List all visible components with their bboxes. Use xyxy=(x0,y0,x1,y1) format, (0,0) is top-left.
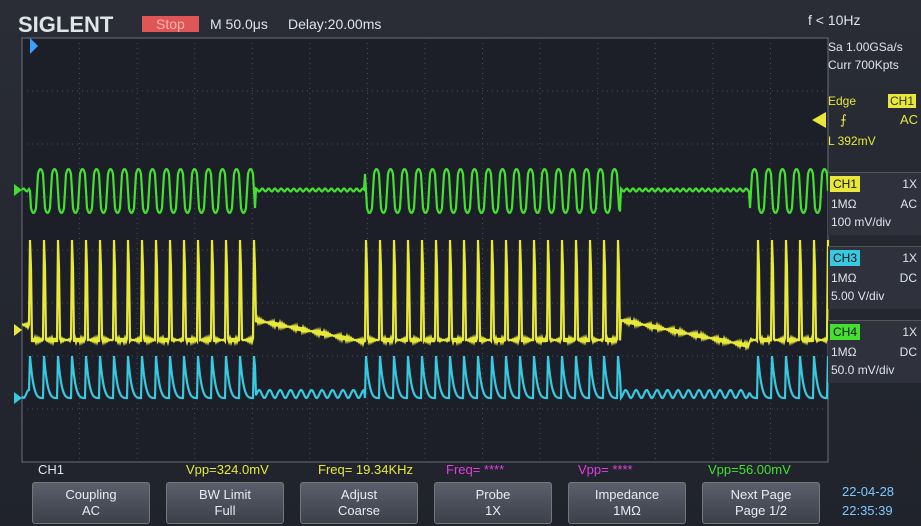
trigger-level-marker xyxy=(812,112,826,128)
impedance: 1MΩ xyxy=(831,271,857,285)
ch-cyan-trace xyxy=(21,355,830,402)
trigger-slope: ⨍ xyxy=(840,112,847,127)
probe: 1X xyxy=(902,177,917,191)
softkey-value: 1X xyxy=(485,503,501,518)
trigger-level: L 392mV xyxy=(828,134,876,148)
grid xyxy=(22,38,828,462)
channel-offset-marker xyxy=(14,392,22,404)
softkey[interactable]: Next Page Page 1/2 xyxy=(702,482,820,524)
trigger-source: CH1 xyxy=(888,94,917,108)
channel-offset-marker xyxy=(14,184,22,196)
channel-box[interactable]: CH1 1X 1MΩ AC 100 mV/div xyxy=(828,172,921,235)
softkey[interactable]: Coupling AC xyxy=(32,482,150,524)
softkey[interactable]: BW Limit Full xyxy=(166,482,284,524)
coupling: DC xyxy=(899,345,917,359)
scale: 50.0 mV/div xyxy=(831,363,895,377)
measure-item: Freq= 19.34KHz xyxy=(318,462,414,477)
date: 22-04-28 xyxy=(842,484,895,499)
softkey-label: Probe xyxy=(475,487,511,502)
timebase: M 50.0μs xyxy=(210,16,268,32)
channel-name: CH4 xyxy=(830,324,861,340)
measure-item: Vpp= **** xyxy=(578,462,633,477)
trigger-position-marker xyxy=(30,38,38,54)
brand: SIGLENT xyxy=(18,12,114,37)
coupling: DC xyxy=(899,271,917,285)
channel-offset-marker xyxy=(14,324,22,336)
softkey-value: Coarse xyxy=(338,503,380,518)
softkey-label: Adjust xyxy=(340,487,378,502)
softkey[interactable]: Probe 1X xyxy=(434,482,552,524)
impedance: 1MΩ xyxy=(831,197,857,211)
channel-box[interactable]: CH3 1X 1MΩ DC 5.00 V/div xyxy=(828,246,921,309)
impedance: 1MΩ xyxy=(831,345,857,359)
trigger-coupling: AC xyxy=(900,112,919,127)
channel-box[interactable]: CH4 1X 1MΩ DC 50.0 mV/div xyxy=(828,320,921,383)
measure-item: Vpp=324.0mV xyxy=(186,462,269,477)
softkey-label: Coupling xyxy=(65,487,117,502)
time: 22:35:39 xyxy=(842,503,893,518)
softkey-value: Page 1/2 xyxy=(734,503,788,518)
sample-rate: Sa 1.00GSa/s xyxy=(828,40,903,54)
probe: 1X xyxy=(902,251,917,265)
channel-name: CH3 xyxy=(830,250,861,266)
softkey-value: AC xyxy=(81,503,101,518)
traces xyxy=(14,168,830,404)
channel-name: CH1 xyxy=(830,176,861,192)
softkey-value: Full xyxy=(214,503,236,518)
scale: 100 mV/div xyxy=(831,215,892,229)
softkey-label: BW Limit xyxy=(199,487,251,502)
softkey-value: 1MΩ xyxy=(613,503,641,518)
trigger-frequency: f < 10Hz xyxy=(808,12,861,28)
ch-green-trace xyxy=(21,168,830,214)
measure-source: CH1 xyxy=(38,462,65,477)
coupling: AC xyxy=(900,197,917,211)
softkey[interactable]: Adjust Coarse xyxy=(300,482,418,524)
scale: 5.00 V/div xyxy=(831,289,885,303)
softkey[interactable]: Impedance 1MΩ xyxy=(568,482,686,524)
trigger-type: Edge xyxy=(828,94,857,108)
softkey-label: Next Page xyxy=(730,487,792,502)
measure-item: Freq= **** xyxy=(446,462,505,477)
softkey-label: Impedance xyxy=(594,487,660,502)
delay: Delay:20.00ms xyxy=(288,16,382,32)
ch-yellow-trace xyxy=(21,239,830,352)
measure-item: Vpp=56.00mV xyxy=(708,462,791,477)
probe: 1X xyxy=(902,325,917,339)
run-status[interactable]: Stop xyxy=(142,16,199,32)
memory-depth: Curr 700Kpts xyxy=(828,58,899,72)
